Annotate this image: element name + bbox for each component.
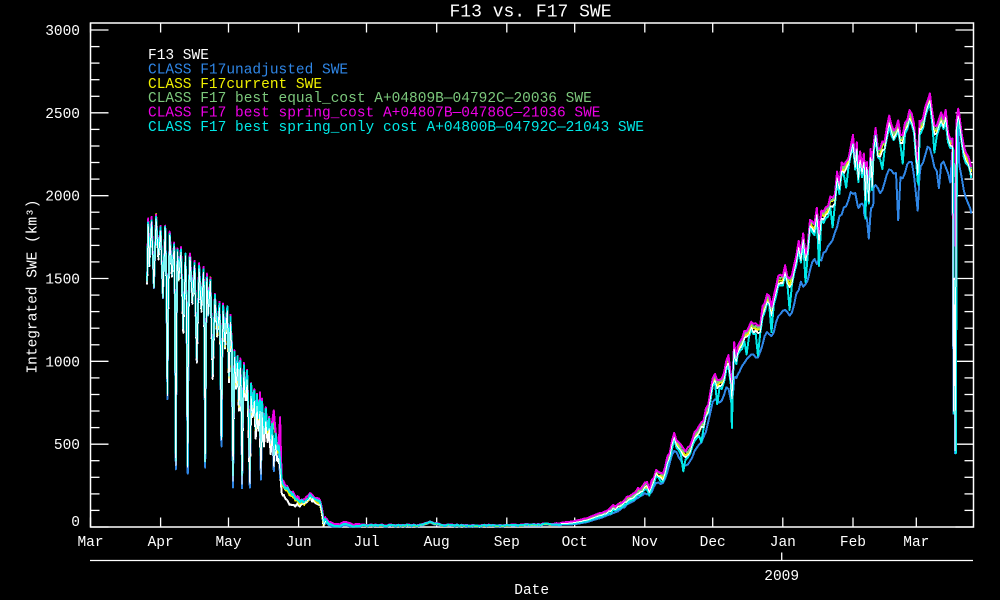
svg-text:F13 vs. F17 SWE: F13 vs. F17 SWE — [449, 3, 611, 23]
svg-text:Jan: Jan — [770, 535, 796, 551]
svg-text:Aug: Aug — [424, 535, 450, 551]
svg-text:May: May — [215, 535, 241, 551]
svg-text:Feb: Feb — [840, 535, 866, 551]
svg-text:3000: 3000 — [45, 24, 80, 40]
svg-text:F13 SWE: F13 SWE — [148, 48, 209, 64]
svg-text:2000: 2000 — [45, 190, 80, 206]
svg-text:Apr: Apr — [148, 535, 174, 551]
svg-text:Jun: Jun — [286, 535, 312, 551]
svg-text:CLASS F17 best spring_only cos: CLASS F17 best spring_only cost A+04800B… — [148, 120, 644, 136]
svg-text:CLASS F17current SWE: CLASS F17current SWE — [148, 77, 322, 93]
svg-text:Oct: Oct — [562, 535, 588, 551]
svg-text:Sep: Sep — [494, 535, 520, 551]
svg-text:Date: Date — [514, 583, 549, 599]
svg-text:Nov: Nov — [632, 535, 658, 551]
svg-text:Jul: Jul — [353, 535, 379, 551]
svg-text:2500: 2500 — [45, 107, 80, 123]
svg-text:1500: 1500 — [45, 272, 80, 288]
svg-text:CLASS F17unadjusted SWE: CLASS F17unadjusted SWE — [148, 62, 348, 78]
svg-text:Dec: Dec — [700, 535, 726, 551]
svg-text:Integrated SWE (km³): Integrated SWE (km³) — [26, 199, 42, 373]
svg-text:0: 0 — [71, 515, 80, 531]
svg-text:500: 500 — [54, 438, 80, 454]
svg-text:1000: 1000 — [45, 355, 80, 371]
svg-text:Mar: Mar — [77, 535, 103, 551]
svg-text:CLASS F17 best spring_cost A+0: CLASS F17 best spring_cost A+04807B—0478… — [148, 106, 600, 122]
svg-text:2009: 2009 — [764, 569, 799, 585]
svg-text:CLASS F17 best equal_cost A+04: CLASS F17 best equal_cost A+04809B—04792… — [148, 91, 592, 107]
svg-text:Mar: Mar — [903, 535, 929, 551]
